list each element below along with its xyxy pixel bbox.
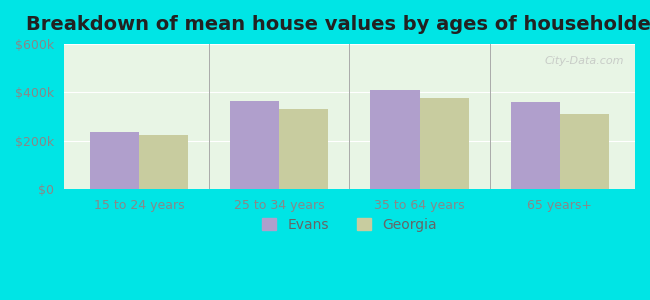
Legend: Evans, Georgia: Evans, Georgia	[257, 212, 442, 237]
Bar	[420, 98, 469, 189]
Bar	[139, 135, 188, 189]
Bar	[280, 109, 328, 189]
Bar	[370, 90, 420, 189]
Bar	[90, 132, 139, 189]
Text: City-Data.com: City-Data.com	[544, 56, 623, 65]
Bar	[230, 101, 280, 189]
Bar	[511, 102, 560, 189]
Title: Breakdown of mean house values by ages of householders: Breakdown of mean house values by ages o…	[27, 15, 650, 34]
Bar	[560, 114, 609, 189]
